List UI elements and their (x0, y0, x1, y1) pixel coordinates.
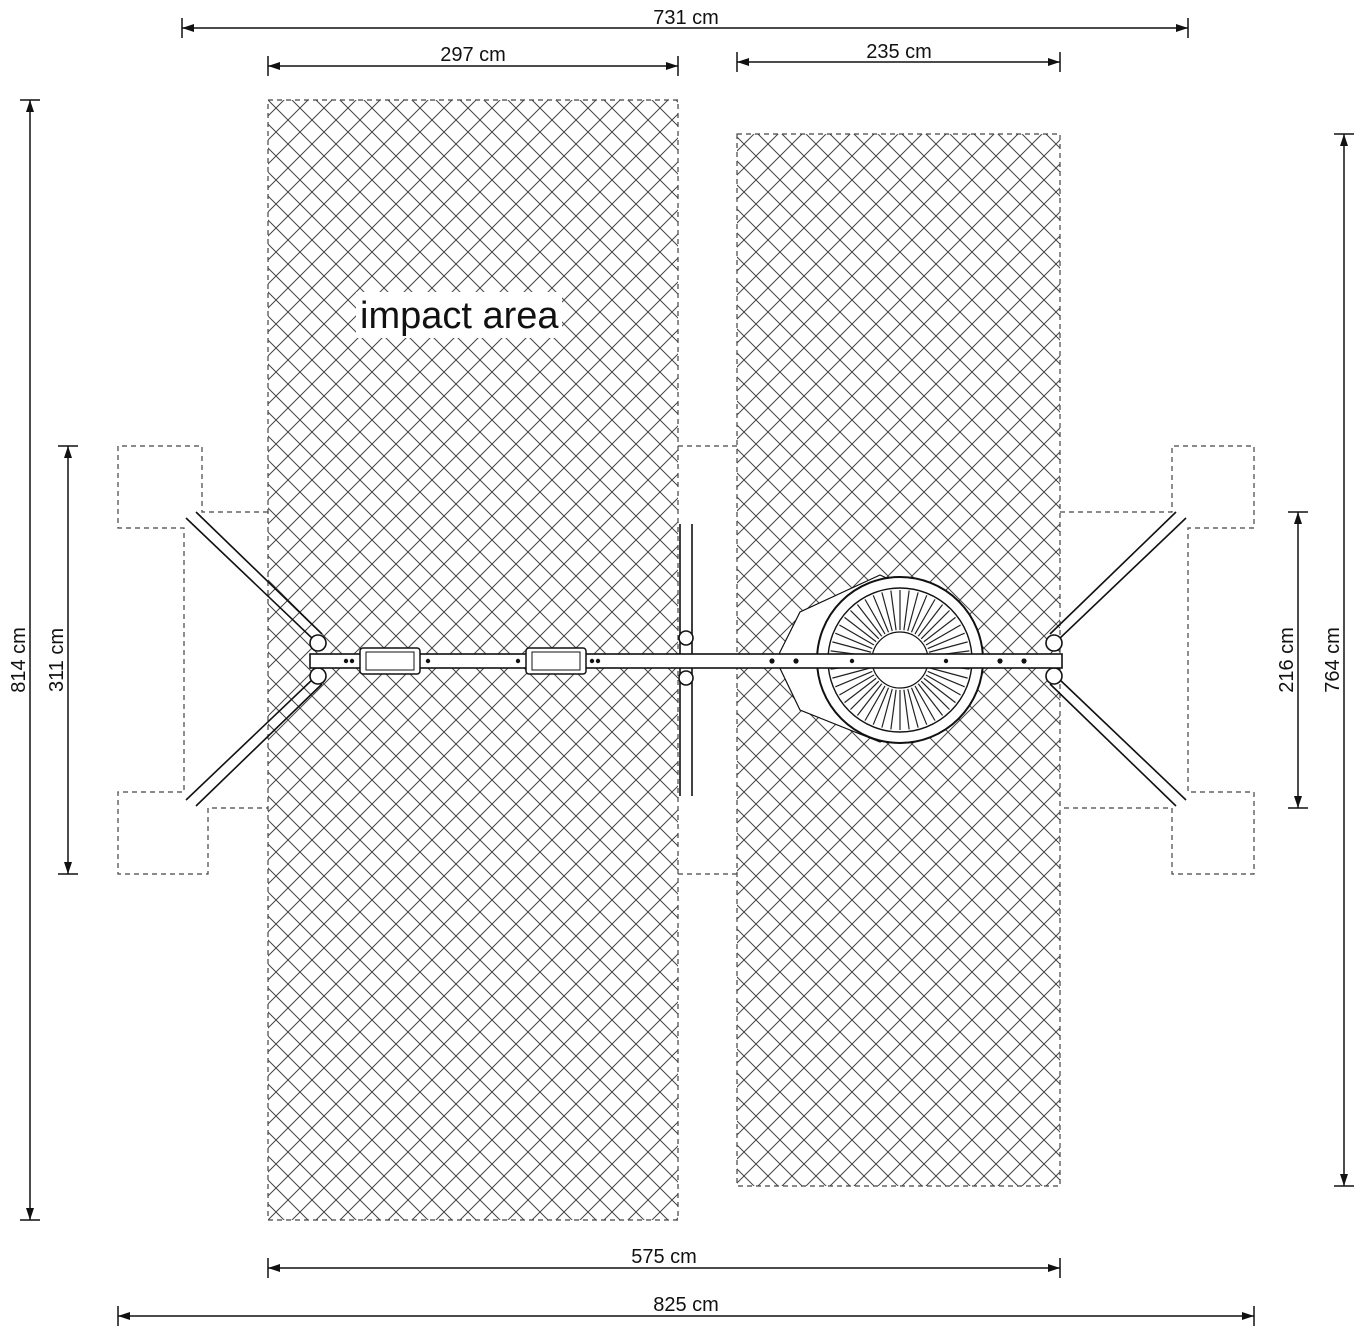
svg-text:731 cm: 731 cm (653, 7, 719, 29)
impact-label-bg (356, 292, 562, 338)
nest-spoke (839, 674, 875, 696)
dim-bottom-overall: 825 cm (117, 1294, 1255, 1326)
swing-seat-1 (359, 647, 421, 675)
nest-spoke (927, 632, 965, 650)
top-beam (309, 653, 1063, 669)
nest-spoke (864, 685, 886, 721)
nest-spoke (881, 688, 893, 728)
dim-bottom-inner: 575 cm (267, 1246, 1061, 1278)
dim-right-overall: 764 cm (1322, 133, 1354, 1187)
svg-text:297 cm: 297 cm (440, 44, 506, 66)
nest-spoke (850, 680, 880, 710)
nest-spoke (925, 674, 961, 696)
clearance-outline (117, 445, 1255, 875)
dim-right-inner: 216 cm (1276, 511, 1308, 809)
nest-spoke (928, 641, 968, 653)
swing-seat-2 (525, 647, 587, 675)
svg-text:814 cm: 814 cm (8, 627, 30, 693)
nest-spoke (856, 683, 883, 716)
nest-spoke (850, 610, 880, 640)
dim-top-right: 235 cm (736, 41, 1061, 72)
nest-spoke (923, 677, 956, 704)
left-a-frame (185, 511, 327, 807)
nest-spoke (835, 632, 873, 650)
nest-spoke (872, 595, 890, 633)
dim-left-overall: 814 cm (8, 99, 40, 1221)
nest-spoke (864, 599, 886, 635)
right-a-frame (1045, 511, 1187, 807)
nest-spoke (910, 687, 928, 725)
dim-top-left: 297 cm (267, 44, 679, 76)
nest-spoke (907, 688, 919, 728)
nest-spoke (839, 624, 875, 646)
nest-spoke (917, 683, 944, 716)
svg-text:825 cm: 825 cm (653, 1294, 719, 1316)
nest-spoke (856, 604, 883, 637)
nest-spoke (832, 667, 872, 679)
nest-spoke (928, 667, 968, 679)
nest-spoke (832, 641, 872, 653)
nest-spoke (914, 599, 936, 635)
nest-spoke (844, 677, 877, 704)
nest-spoke (890, 689, 897, 730)
dim-top-overall: 731 cm (181, 7, 1189, 38)
nest-spoke (890, 590, 897, 631)
svg-text:216 cm: 216 cm (1276, 627, 1298, 693)
nest-spoke (903, 590, 910, 631)
nest-spoke (920, 610, 950, 640)
nest-spoke (925, 624, 961, 646)
dim-left-inner: 311 cm (46, 445, 78, 875)
nest-spoke (910, 595, 928, 633)
nest-spoke (923, 616, 956, 643)
nest-spoke (872, 687, 890, 725)
nest-spoke (927, 670, 965, 688)
svg-text:235 cm: 235 cm (866, 41, 932, 63)
svg-text:311 cm: 311 cm (46, 628, 68, 692)
nest-spoke (835, 670, 873, 688)
beam-bolts (343, 658, 1027, 664)
impact-area-label: impact area (360, 295, 559, 337)
nest-spoke (844, 616, 877, 643)
nest-spoke (903, 689, 910, 730)
nest-spoke (920, 680, 950, 710)
svg-text:764 cm: 764 cm (1322, 627, 1344, 693)
nest-spoke (914, 685, 936, 721)
nest-spoke (917, 604, 944, 637)
nest-spoke (881, 592, 893, 632)
nest-spoke (907, 592, 919, 632)
svg-text:575 cm: 575 cm (631, 1246, 697, 1268)
